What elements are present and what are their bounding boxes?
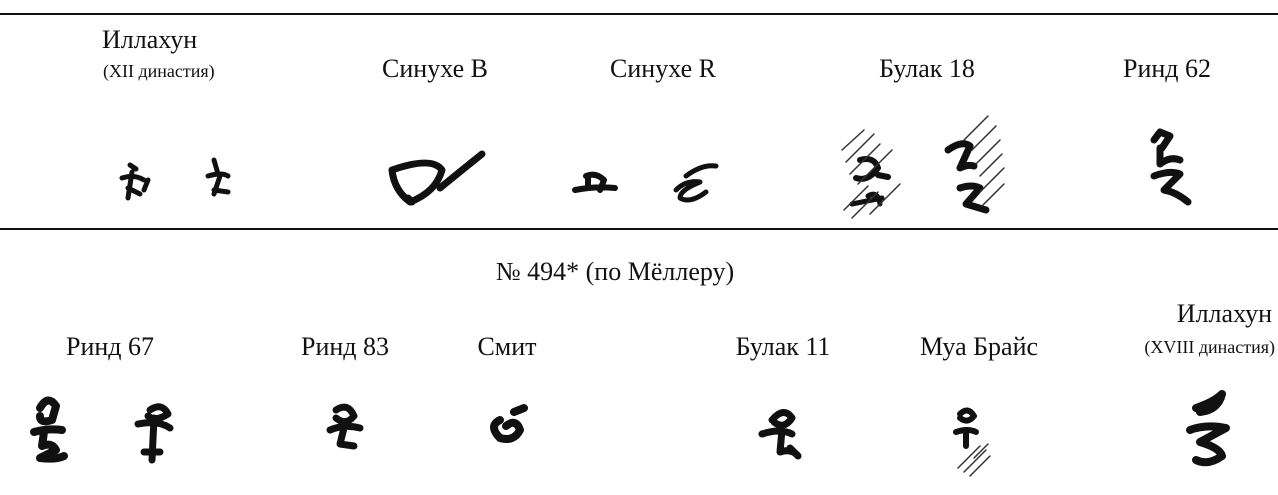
label: Смит <box>477 332 536 361</box>
label: Синухе B <box>382 54 488 83</box>
label: Синухе R <box>610 54 717 83</box>
label: Ринд 67 <box>66 332 154 361</box>
sublabel: (XII династия) <box>103 61 215 82</box>
label: Иллахун <box>102 25 197 54</box>
label: Муа Брайс <box>920 332 1038 361</box>
glyphs <box>30 115 1230 477</box>
label: Ринд 62 <box>1123 54 1211 83</box>
label: Булак 11 <box>736 332 831 361</box>
caption: № 494* (по Мёллеру) <box>496 257 734 286</box>
label: Ринд 83 <box>301 332 389 361</box>
label: Булак 18 <box>879 54 975 83</box>
label: Иллахун <box>1177 299 1272 328</box>
sublabel: (XVIII династия) <box>1144 337 1275 358</box>
